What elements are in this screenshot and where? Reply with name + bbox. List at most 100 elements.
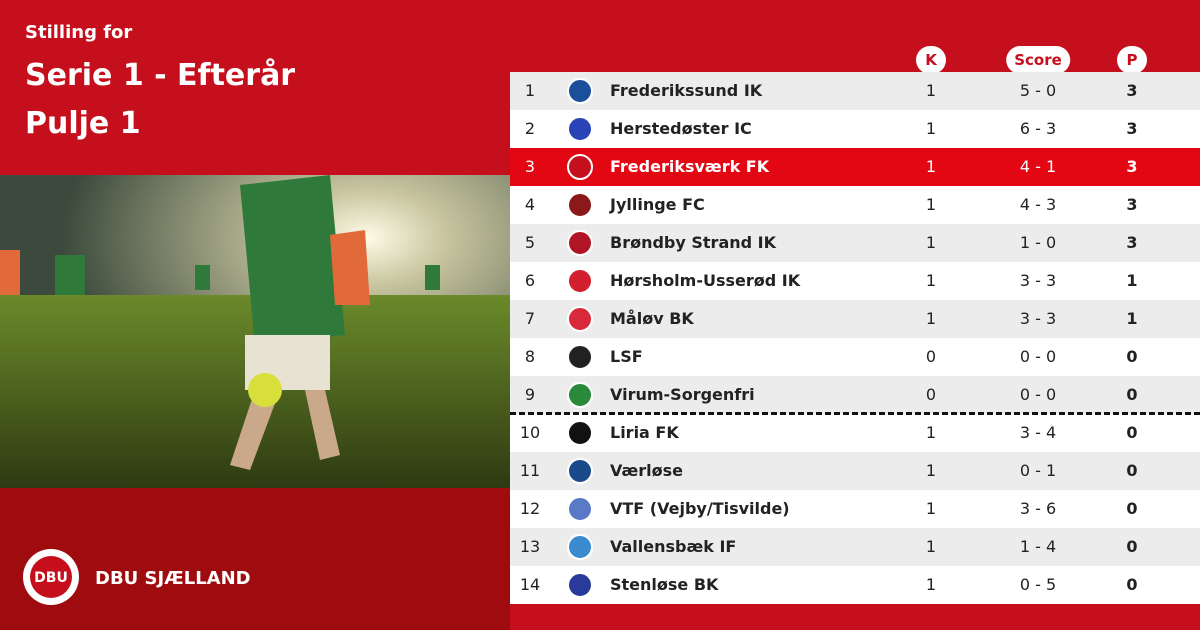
team-name: Frederiksværk FK (610, 157, 770, 176)
brand-name: DBU SJÆLLAND (95, 568, 251, 589)
score: 1 - 4 (1019, 537, 1057, 556)
table-row: 5 Brøndby Strand IK 1 1 - 0 3 (510, 224, 1200, 262)
footer-panel (0, 488, 510, 630)
score: 0 - 5 (1019, 575, 1057, 594)
matches: 0 (925, 347, 937, 366)
team-logo (567, 344, 593, 370)
points: 0 (1126, 347, 1138, 366)
table-row: 14 Stenløse BK 1 0 - 5 0 (510, 566, 1200, 604)
dbu-logo: DBU (23, 549, 79, 605)
score: 0 - 1 (1019, 461, 1057, 480)
matches: 1 (925, 575, 937, 594)
rank: 3 (524, 157, 536, 176)
table-row: 10 Liria FK 1 3 - 4 0 (510, 414, 1200, 452)
column-header: P (1117, 46, 1147, 74)
team-logo (567, 382, 593, 408)
points: 0 (1126, 385, 1138, 404)
standings-table: 1 Frederikssund IK 1 5 - 0 3 2 Herstedøster IC… (510, 72, 1200, 604)
score: 5 - 0 (1019, 81, 1057, 100)
matches: 1 (925, 423, 937, 442)
cut-line (510, 412, 1200, 415)
team-logo (567, 192, 593, 218)
table-row: 9 Virum-Sorgenfri 0 0 - 0 0 (510, 376, 1200, 415)
team-name: LSF (610, 347, 643, 366)
score: 3 - 4 (1019, 423, 1057, 442)
team-logo (567, 306, 593, 332)
team-name: Frederikssund IK (610, 81, 763, 100)
title: Serie 1 - Efterår (25, 58, 296, 93)
matches: 1 (925, 157, 937, 176)
score: 4 - 3 (1019, 195, 1057, 214)
matches: 1 (925, 271, 937, 290)
points: 1 (1126, 271, 1138, 290)
team-logo (567, 78, 593, 104)
column-header: K (916, 46, 946, 74)
highlighted-row: 3 Frederiksværk FK 1 4 - 1 3 (510, 148, 1200, 186)
score: 0 - 0 (1019, 347, 1057, 366)
matches: 1 (925, 195, 937, 214)
team-name: Jyllinge FC (610, 195, 705, 214)
rank: 10 (519, 423, 541, 442)
matches: 0 (925, 385, 937, 404)
table-row: 13 Vallensbæk IF 1 1 - 4 0 (510, 528, 1200, 566)
points: 0 (1126, 499, 1138, 518)
table-row: 2 Herstedøster IC 1 6 - 3 3 (510, 110, 1200, 148)
score: 1 - 0 (1019, 233, 1057, 252)
table-row: 4 Jyllinge FC 1 4 - 3 3 (510, 186, 1200, 224)
points: 3 (1126, 157, 1138, 176)
team-name: VTF (Vejby/Tisvilde) (610, 499, 790, 518)
rank: 5 (524, 233, 536, 252)
points: 3 (1126, 81, 1138, 100)
rank: 11 (519, 461, 541, 480)
score: 3 - 3 (1019, 309, 1057, 328)
points: 1 (1126, 309, 1138, 328)
points: 3 (1126, 195, 1138, 214)
points: 3 (1126, 119, 1138, 138)
team-name: Stenløse BK (610, 575, 719, 594)
photo (0, 175, 510, 488)
matches: 1 (925, 499, 937, 518)
rank: 6 (524, 271, 536, 290)
matches: 1 (925, 537, 937, 556)
rank: 4 (524, 195, 536, 214)
kicker: Stilling for (25, 22, 133, 43)
team-logo (567, 572, 593, 598)
rank: 1 (524, 81, 536, 100)
rank: 9 (524, 385, 536, 404)
logo-text: DBU (34, 570, 68, 586)
column-header: Score (1006, 46, 1070, 74)
table-row: 8 LSF 0 0 - 0 0 (510, 338, 1200, 376)
points: 3 (1126, 233, 1138, 252)
score: 6 - 3 (1019, 119, 1057, 138)
team-name: Virum-Sorgenfri (610, 385, 755, 404)
matches: 1 (925, 461, 937, 480)
team-logo (567, 116, 593, 142)
points: 0 (1126, 537, 1138, 556)
table-row: 7 Måløv BK 1 3 - 3 1 (510, 300, 1200, 338)
rank: 2 (524, 119, 536, 138)
team-logo (567, 496, 593, 522)
subtitle: Pulje 1 (25, 106, 141, 141)
points: 0 (1126, 575, 1138, 594)
matches: 1 (925, 233, 937, 252)
table-row: 1 Frederikssund IK 1 5 - 0 3 (510, 72, 1200, 110)
team-name: Måløv BK (610, 309, 694, 328)
score: 4 - 1 (1019, 157, 1057, 176)
table-row: 6 Hørsholm-Usserød IK 1 3 - 3 1 (510, 262, 1200, 300)
team-name: Vallensbæk IF (610, 537, 737, 556)
team-name: Liria FK (610, 423, 679, 442)
team-logo (567, 420, 593, 446)
score: 3 - 6 (1019, 499, 1057, 518)
points: 0 (1126, 461, 1138, 480)
team-logo (567, 458, 593, 484)
score: 0 - 0 (1019, 385, 1057, 404)
table-row: 11 Værløse 1 0 - 1 0 (510, 452, 1200, 490)
rank: 7 (524, 309, 536, 328)
team-logo (567, 230, 593, 256)
matches: 1 (925, 81, 937, 100)
rank: 13 (519, 537, 541, 556)
rank: 14 (519, 575, 541, 594)
team-name: Herstedøster IC (610, 119, 752, 138)
table-row: 12 VTF (Vejby/Tisvilde) 1 3 - 6 0 (510, 490, 1200, 528)
